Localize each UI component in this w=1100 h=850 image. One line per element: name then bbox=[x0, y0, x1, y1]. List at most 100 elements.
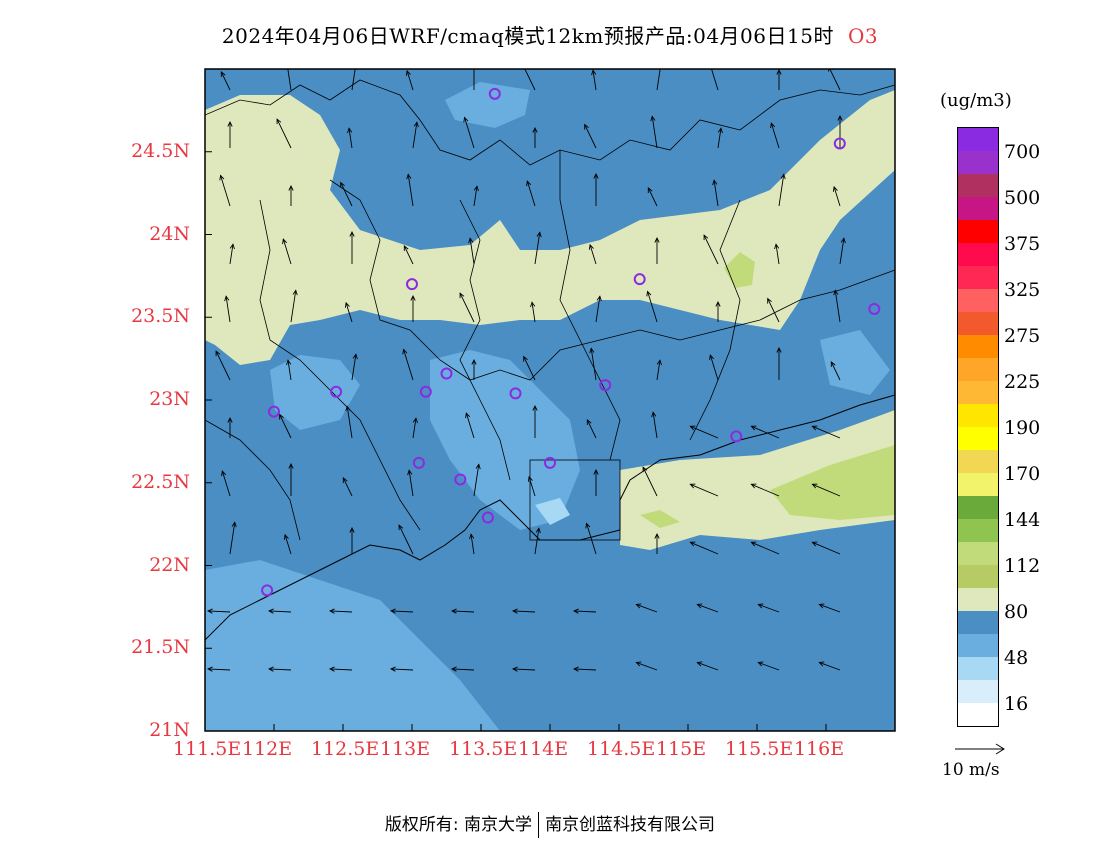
wind-arrow bbox=[750, 425, 780, 439]
wind-arrow bbox=[527, 475, 536, 497]
wind-arrow bbox=[469, 533, 475, 555]
colorbar-swatch bbox=[958, 381, 998, 404]
wind-arrow bbox=[403, 245, 414, 265]
wind-arrow bbox=[591, 69, 597, 91]
wind-arrow bbox=[589, 347, 597, 381]
x-tick-label: 115.5E bbox=[725, 738, 794, 760]
wind-arrow bbox=[757, 603, 780, 613]
wind-arrow bbox=[696, 603, 719, 613]
y-tick-label: 24N bbox=[149, 222, 190, 245]
colorbar-label: 170 bbox=[1004, 463, 1041, 485]
wind-arrow bbox=[267, 666, 292, 672]
wind-arrow bbox=[471, 358, 477, 380]
wind-arrow bbox=[839, 237, 846, 265]
colorbar-label: 275 bbox=[1004, 325, 1041, 347]
colorbar-label: 80 bbox=[1004, 601, 1029, 623]
wind-arrow bbox=[709, 354, 719, 381]
wind-arrow bbox=[229, 243, 235, 265]
wind-arrow bbox=[593, 172, 599, 206]
wind-arrow bbox=[526, 180, 536, 207]
wind-arrow bbox=[328, 666, 353, 672]
wind-arrow bbox=[219, 174, 231, 207]
colorbar-swatch bbox=[958, 611, 998, 634]
admin-boundaries bbox=[205, 79, 895, 541]
wind-arrow bbox=[276, 118, 292, 149]
wind-arrow bbox=[811, 541, 841, 555]
wind-arrow bbox=[389, 608, 414, 614]
colorbar-label: 144 bbox=[1004, 509, 1041, 531]
station-marker bbox=[454, 473, 467, 486]
station-marker bbox=[599, 379, 612, 392]
station-markers bbox=[261, 87, 881, 597]
wind-arrow bbox=[345, 405, 353, 439]
wind-arrow bbox=[349, 526, 355, 554]
wind-arrow bbox=[406, 173, 414, 207]
field-region-32-48-coast bbox=[430, 350, 580, 530]
wind-arrow bbox=[656, 69, 663, 91]
wind-arrow bbox=[712, 179, 719, 207]
wind-arrow bbox=[282, 238, 292, 265]
hk-box bbox=[529, 459, 621, 541]
field-region-32-48-central bbox=[270, 355, 360, 430]
field-region-112-144-south bbox=[770, 445, 895, 520]
colorbar-swatch bbox=[958, 243, 998, 266]
coastline bbox=[205, 394, 895, 641]
wind-arrow bbox=[473, 69, 475, 90]
wind-arrow bbox=[283, 533, 292, 555]
colorbar-swatch bbox=[958, 335, 998, 358]
wind-arrow bbox=[351, 69, 356, 91]
wind-arrow bbox=[459, 292, 475, 323]
wind-arrow bbox=[407, 469, 414, 497]
wind-arrow bbox=[229, 521, 237, 555]
wind-arrow bbox=[830, 361, 841, 381]
colorbar-label: 700 bbox=[1004, 141, 1041, 163]
field-region-32-48-north bbox=[445, 82, 530, 128]
wind-arrow bbox=[833, 289, 841, 323]
wind-arrow bbox=[347, 127, 353, 149]
colorbar-swatch bbox=[958, 220, 998, 243]
wind-arrow bbox=[351, 353, 358, 381]
field-region-32-48-east bbox=[820, 330, 890, 395]
wind-arrow bbox=[650, 115, 658, 149]
wind-arrow bbox=[465, 412, 475, 439]
colorbar-swatch bbox=[958, 312, 998, 335]
wind-arrow bbox=[646, 290, 658, 323]
wind-arrow bbox=[715, 300, 721, 322]
wind-arrow bbox=[286, 359, 292, 381]
colorbar bbox=[957, 127, 999, 727]
wind-arrow bbox=[689, 425, 719, 439]
wind-arrow bbox=[750, 483, 780, 497]
wind-arrow bbox=[811, 425, 841, 439]
colorbar-swatch bbox=[958, 634, 998, 657]
colorbar-label: 16 bbox=[1004, 693, 1029, 715]
wind-arrow bbox=[285, 69, 292, 91]
wind-arrow bbox=[635, 603, 658, 613]
y-tick-label: 23N bbox=[149, 388, 190, 410]
colorbar-swatch bbox=[958, 128, 998, 151]
station-marker bbox=[544, 456, 556, 469]
wind-arrow bbox=[593, 468, 599, 496]
x-tick-label: 113.5E bbox=[449, 738, 518, 760]
wind-arrow bbox=[776, 346, 782, 380]
wind-arrow bbox=[770, 122, 780, 149]
colorbar-swatch bbox=[958, 588, 998, 611]
wind-arrow bbox=[220, 71, 231, 91]
wind-arrow bbox=[511, 666, 536, 672]
wind-arrow bbox=[832, 185, 841, 207]
colorbar-swatch bbox=[958, 174, 998, 197]
x-tick-label: 115E bbox=[656, 738, 707, 760]
colorbar-units: (ug/m3) bbox=[940, 90, 1012, 111]
colorbar-swatch bbox=[958, 427, 998, 450]
y-tick-label: 22.5N bbox=[131, 470, 190, 493]
station-marker bbox=[488, 87, 501, 100]
wind-arrow bbox=[696, 661, 719, 671]
colorbar-label: 112 bbox=[1004, 555, 1041, 577]
colorbar-label: 48 bbox=[1004, 647, 1029, 669]
wind-arrow bbox=[595, 295, 602, 323]
wind-arrow bbox=[412, 121, 419, 149]
station-marker bbox=[330, 385, 343, 398]
wind-arrow bbox=[389, 666, 414, 672]
wind-arrow bbox=[572, 608, 597, 614]
wind-arrow bbox=[534, 231, 542, 265]
wind-arrow bbox=[750, 541, 780, 555]
